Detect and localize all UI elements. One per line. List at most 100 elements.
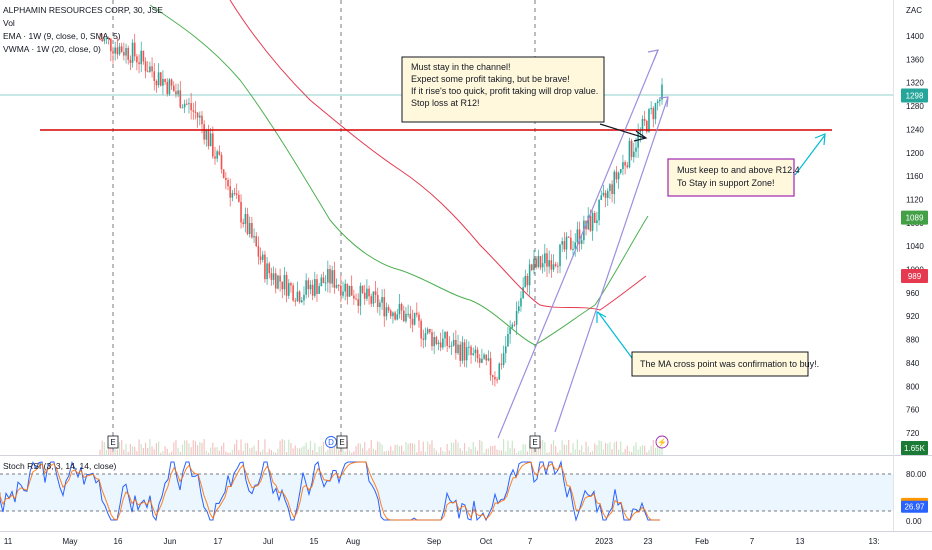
volume-bar: [249, 448, 251, 455]
candle-body: [298, 291, 301, 303]
time-tick-label: 2023: [595, 537, 613, 546]
candle-body: [544, 253, 546, 264]
candle-body: [643, 118, 646, 121]
candle-body: [279, 275, 281, 282]
stoch-rsi-axis[interactable]: 80.00 0.00: [906, 470, 927, 526]
volume-bar: [292, 448, 294, 455]
volume-bar: [390, 446, 392, 455]
candle-body: [589, 215, 592, 231]
volume-bar: [628, 450, 631, 455]
volume-bar: [552, 440, 555, 455]
volume-bar: [648, 450, 650, 455]
price-tick-label: 1040: [906, 242, 924, 251]
volume-bar: [481, 441, 483, 455]
candle-body: [416, 312, 418, 315]
volume-bar: [622, 452, 624, 455]
candle-body: [396, 314, 399, 320]
candle-body: [270, 273, 273, 280]
candle-body: [136, 56, 138, 63]
volume-bar: [223, 442, 225, 455]
earnings-marker-3[interactable]: E: [532, 438, 537, 447]
candle-body: [376, 294, 379, 308]
candle-body: [609, 184, 611, 191]
volume-bar: [264, 439, 266, 455]
candle-body: [559, 244, 561, 267]
volume-bar: [557, 452, 559, 455]
volume-bar: [555, 445, 557, 455]
candle-body: [659, 99, 661, 102]
volume-bar: [633, 445, 635, 455]
candle-body: [355, 298, 357, 300]
candle-body: [175, 91, 177, 95]
candle-body: [214, 156, 216, 159]
candle-body: [509, 327, 511, 334]
candle-body: [639, 129, 642, 133]
volume-bar: [190, 447, 192, 455]
volume-bar: [644, 445, 646, 455]
volume-bar: [492, 446, 494, 455]
candle-body: [498, 363, 501, 380]
volume-bar: [494, 445, 496, 455]
candle-body: [337, 285, 340, 287]
ma-note[interactable]: The MA cross point was confirmation to b…: [631, 351, 819, 377]
candle-body: [411, 318, 414, 325]
stoch-rsi-d-line: [0, 461, 660, 521]
volume-bar: [255, 451, 257, 455]
time-axis[interactable]: 11 May 16 Jun 17 Jul 15 Aug Sep Oct 7 2023 23 Feb 7 13 1…: [4, 537, 880, 546]
volume-bar: [429, 444, 431, 455]
support-note[interactable]: Must keep to and above R12.4 To Stay in …: [667, 158, 800, 197]
candle-body: [424, 333, 427, 340]
candle-body: [248, 222, 251, 235]
candle-body: [619, 169, 622, 173]
earnings-marker-2[interactable]: E: [339, 438, 344, 447]
candle-body: [450, 345, 453, 347]
volume-bar: [533, 441, 535, 455]
split-marker[interactable]: ⚡: [657, 437, 667, 447]
volume-bar: [327, 449, 329, 455]
dividend-marker[interactable]: D: [328, 438, 334, 447]
candle-body: [311, 284, 314, 296]
candle-body: [587, 215, 590, 230]
candle-body: [257, 246, 260, 257]
candle-body: [593, 213, 596, 223]
candle-body: [617, 172, 620, 180]
price-tick-label: 800: [906, 382, 920, 391]
candle-body: [166, 81, 169, 95]
candle-body: [125, 48, 127, 56]
candle-body: [426, 328, 429, 334]
event-markers[interactable]: E D E E ⚡: [107, 435, 669, 449]
candle-body: [314, 279, 316, 296]
candle-body: [368, 288, 370, 297]
candle-body: [144, 61, 147, 72]
volume-bar: [450, 442, 453, 455]
volume-bar: [210, 447, 212, 455]
candle-body: [181, 107, 184, 109]
volume-bar: [641, 445, 644, 455]
candle-body: [264, 254, 266, 280]
candle-body: [661, 84, 663, 100]
volume-bar: [201, 442, 203, 455]
candle-body: [324, 282, 327, 284]
volume-bar: [240, 439, 242, 455]
volume-bar: [444, 452, 446, 455]
earnings-marker-1[interactable]: E: [110, 438, 115, 447]
volume-bar: [631, 452, 633, 455]
candle-body: [654, 102, 657, 120]
candle-body: [112, 51, 114, 54]
candle-body: [615, 171, 618, 180]
volume-bar: [394, 444, 396, 455]
candle-body: [188, 103, 190, 105]
volume-bar: [615, 441, 618, 455]
candlestick-series: [99, 33, 663, 387]
candle-body: [389, 310, 392, 317]
time-tick-label: Oct: [480, 537, 493, 546]
volume-bar: [639, 446, 641, 455]
channel-note[interactable]: Must stay in the channel! Expect some pr…: [401, 56, 605, 123]
volume-bar: [466, 451, 468, 455]
volume-bar: [303, 445, 305, 455]
volume-bar: [463, 443, 466, 455]
candle-body: [366, 288, 368, 299]
volume-bar: [301, 447, 303, 455]
volume-bar: [457, 442, 459, 455]
